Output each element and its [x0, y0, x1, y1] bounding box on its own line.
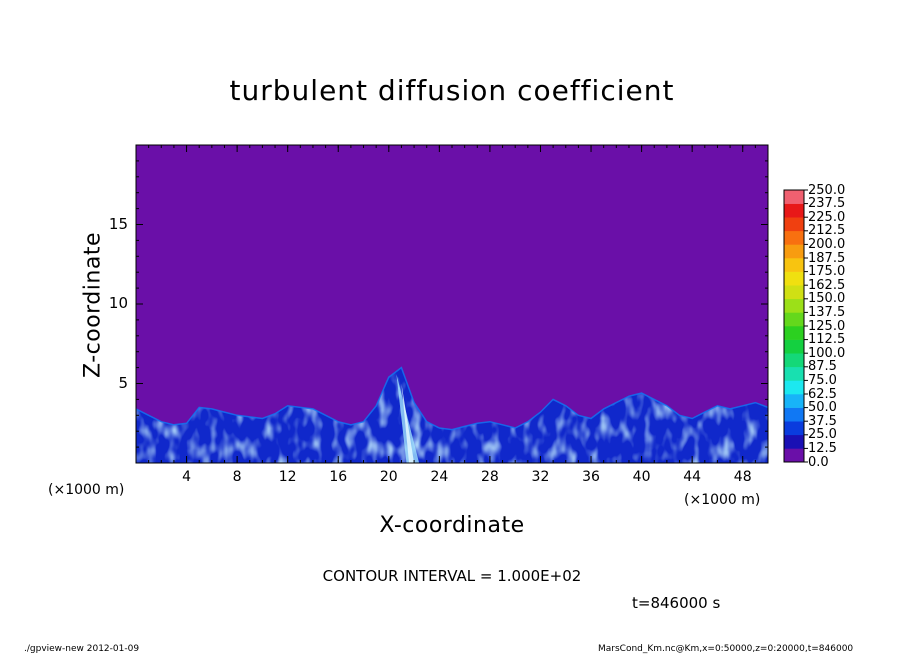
time-stamp-text: t=846000 s — [632, 594, 721, 612]
colorbar-swatch — [784, 380, 804, 395]
x-tick-label: 8 — [232, 469, 242, 485]
x-tick-label: 28 — [480, 469, 499, 485]
colorbar-swatch — [784, 230, 804, 245]
x-tick-label: 4 — [182, 469, 191, 485]
colorbar-label: 37.5 — [808, 413, 837, 429]
y-tick-label: 10 — [108, 294, 128, 312]
colorbar-label: 237.5 — [808, 196, 846, 212]
colorbar-swatch — [784, 217, 804, 232]
colorbar-label: 75.0 — [808, 372, 837, 388]
colorbar-label: 100.0 — [808, 345, 846, 361]
colorbar-swatch — [784, 285, 804, 300]
colorbar-swatch — [784, 326, 804, 340]
colorbar-label: 187.5 — [808, 250, 846, 266]
x-tick-label: 48 — [733, 469, 752, 485]
colorbar-label: 225.0 — [808, 209, 846, 225]
colorbar-label: 137.5 — [808, 304, 846, 320]
colorbar-label: 0.0 — [808, 454, 829, 470]
plume-streak — [396, 373, 420, 463]
colorbar-swatch — [784, 366, 804, 381]
colorbar-swatch — [784, 394, 804, 408]
contour-interval-text: CONTOUR INTERVAL = 1.000E+02 — [322, 567, 582, 585]
colorbar-swatch — [784, 190, 804, 204]
colorbar-label: 87.5 — [808, 359, 837, 375]
colorbar-swatch — [784, 448, 804, 463]
x-tick-label: 32 — [531, 469, 550, 485]
x-unit-label-right: (×1000 m) — [684, 492, 761, 508]
colorbar-label: 150.0 — [808, 291, 846, 307]
colorbar-label: 175.0 — [808, 264, 846, 280]
x-tick-label: 44 — [683, 469, 702, 485]
colorbar-swatch — [784, 298, 804, 313]
colorbar-label: 125.0 — [808, 318, 846, 334]
colorbar-label: 200.0 — [808, 236, 846, 252]
colorbar-label: 62.5 — [808, 386, 837, 402]
colorbar-label: 12.5 — [808, 440, 837, 456]
colorbar-swatch — [784, 203, 804, 218]
x-tick-label: 16 — [329, 469, 348, 485]
x-unit-label-left: (×1000 m) — [48, 482, 125, 498]
x-tick-label: 36 — [582, 469, 600, 485]
colorbar-label: 162.5 — [808, 277, 846, 293]
x-tick-label: 24 — [430, 469, 449, 485]
colorbar-label: 25.0 — [808, 427, 837, 443]
plume-core — [401, 383, 415, 463]
colorbar-swatch — [784, 258, 804, 272]
footer-file-info: MarsCond_Km.nc@Km,x=0:50000,z=0:20000,t=… — [598, 644, 854, 654]
colorbar-swatch — [784, 407, 804, 422]
footer-program-info: ./gpview-new 2012-01-09 — [24, 644, 140, 654]
colorbar-label: 50.0 — [808, 400, 837, 416]
colorbar-swatch — [784, 339, 804, 354]
colorbar-swatch — [784, 312, 804, 327]
colorbar-swatch — [784, 434, 804, 449]
x-axis-label: X-coordinate — [379, 513, 525, 538]
boundary-layer-edge — [136, 366, 768, 431]
y-tick-label: 5 — [118, 373, 128, 392]
y-tick-label: 15 — [108, 214, 128, 233]
x-tick-label: 12 — [278, 469, 297, 485]
colorbar-swatch — [784, 244, 804, 259]
colorbar-swatch — [784, 353, 804, 368]
chart-title: turbulent diffusion coefficient — [229, 74, 675, 107]
colorbar-label: 250.0 — [808, 182, 846, 198]
colorbar-swatch — [784, 271, 804, 286]
colorbar-swatch — [784, 421, 804, 436]
colorbar-label: 212.5 — [808, 223, 846, 239]
x-tick-label: 40 — [632, 469, 651, 485]
x-tick-label: 20 — [379, 469, 398, 485]
colorbar-label: 112.5 — [808, 332, 846, 348]
